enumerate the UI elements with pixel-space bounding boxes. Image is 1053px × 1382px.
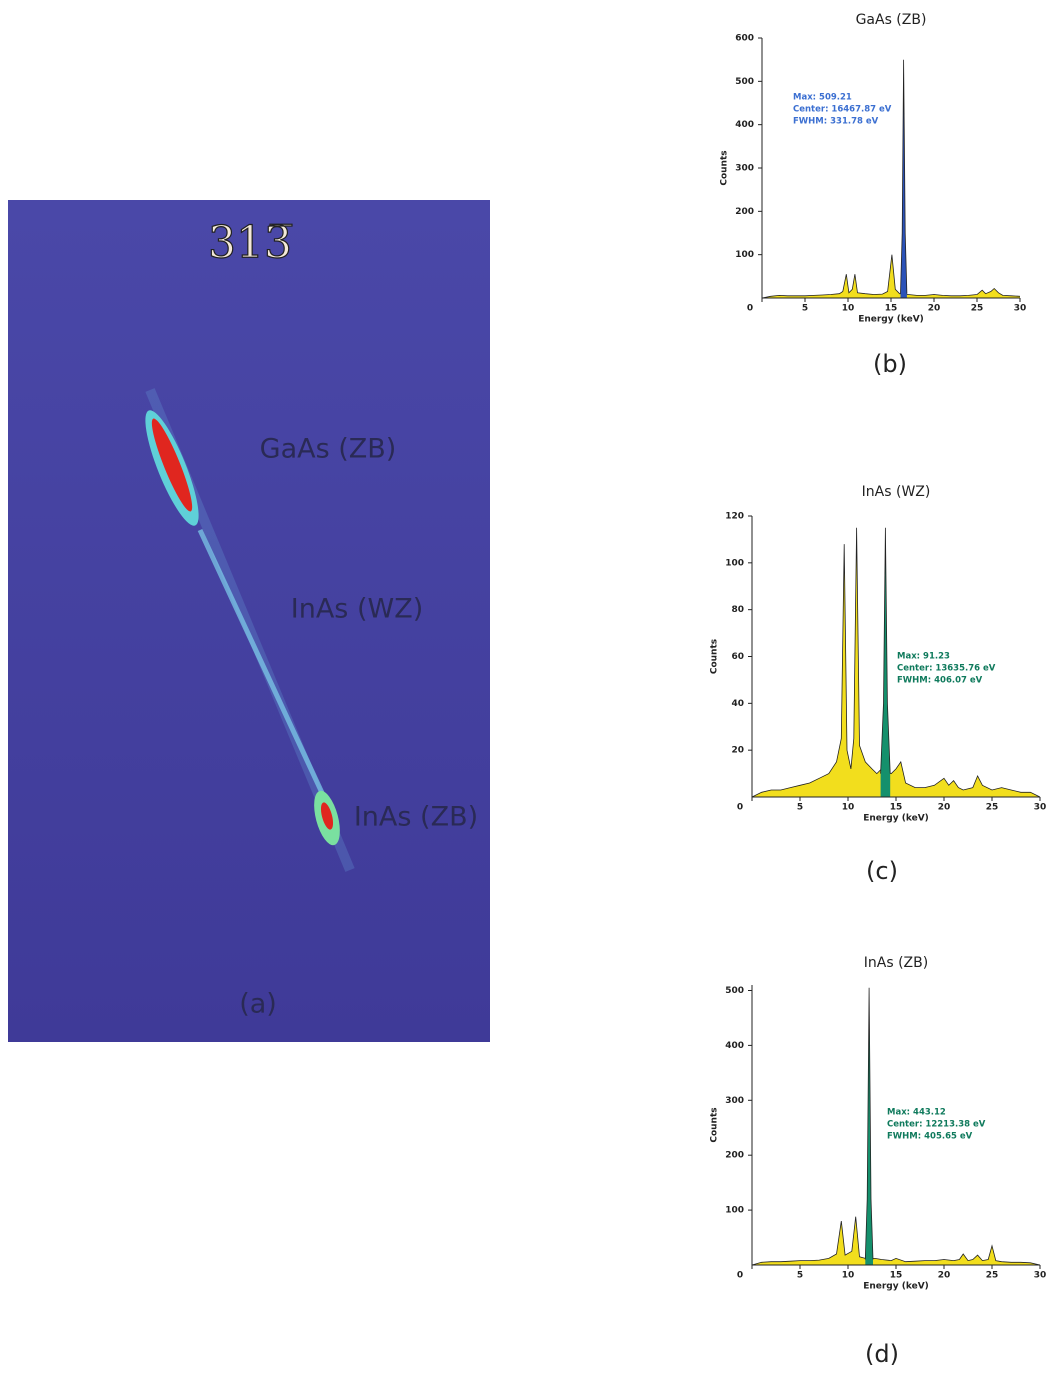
x-tick-label: 10 (842, 304, 855, 314)
y-tick-label: 40 (731, 699, 744, 709)
y-tick-label: 20 (731, 746, 744, 756)
x-tick-label: 20 (928, 304, 941, 314)
y-tick-label: 500 (735, 77, 754, 87)
image-background (8, 200, 490, 1042)
annotation: Center: 16467.87 eV (793, 105, 892, 115)
x-axis-label: Energy (keV) (863, 1282, 929, 1292)
annotation: FWHM: 405.65 eV (887, 1132, 973, 1142)
y-axis-label: Counts (720, 150, 730, 185)
chart-caption: (b) (873, 350, 907, 378)
chart-title: InAs (ZB) (864, 955, 928, 971)
x-tick-label: 15 (885, 304, 898, 314)
x-tick-label: 10 (842, 1271, 855, 1281)
y-tick-label: 600 (735, 34, 754, 44)
spectrum-line (900, 59, 908, 294)
chart-caption: (d) (865, 1340, 899, 1368)
x-tick-label: 15 (890, 1271, 903, 1281)
y-tick-label: 100 (725, 1206, 744, 1216)
x-tick-label: 0 (737, 1271, 743, 1281)
x-tick-label: 25 (986, 803, 999, 813)
y-tick-label: 100 (725, 558, 744, 568)
y-tick-label: 300 (725, 1096, 744, 1106)
y-tick-label: 400 (725, 1041, 744, 1051)
panel-caption: (a) (239, 989, 277, 1020)
phase-label: InAs (WZ) (291, 594, 423, 625)
annotation: Max: 509.21 (793, 93, 852, 103)
streak (197, 528, 333, 812)
y-tick-label: 100 (735, 250, 754, 260)
x-tick-label: 25 (986, 1271, 999, 1281)
spectrum-line (880, 527, 891, 774)
x-tick-label: 20 (938, 1271, 951, 1281)
spectrum-line (751, 1216, 1041, 1266)
x-tick-label: 30 (1034, 1271, 1047, 1281)
x-axis-label: Energy (keV) (863, 814, 929, 824)
x-tick-label: 10 (842, 803, 855, 813)
y-tick-label: 200 (725, 1151, 744, 1161)
spectrum-line (751, 527, 1041, 798)
annotation: FWHM: 331.78 eV (793, 117, 879, 127)
annotation: Max: 443.12 (887, 1108, 946, 1118)
chart-caption: (c) (866, 857, 898, 885)
y-tick-label: 60 (731, 652, 744, 662)
x-axis-label: Energy (keV) (858, 315, 924, 325)
reflection-label: 313̅ (208, 218, 292, 269)
y-axis-label: Counts (710, 639, 720, 674)
x-tick-label: 30 (1014, 304, 1027, 314)
y-axis-label: Counts (710, 1107, 720, 1142)
annotation: Center: 13635.76 eV (897, 664, 996, 674)
y-tick-label: 120 (725, 512, 744, 522)
x-tick-label: 0 (747, 304, 753, 314)
spectrum-line (761, 254, 1021, 299)
annotation: Max: 91.23 (897, 652, 950, 662)
x-tick-label: 20 (938, 803, 951, 813)
spectrum-line (864, 987, 874, 1260)
y-tick-label: 500 (725, 986, 744, 996)
x-tick-label: 30 (1034, 803, 1047, 813)
chart-title: InAs (WZ) (862, 484, 931, 500)
diffraction-image: 313̅ GaAs (ZB) InAs (WZ) InAs (ZB) (a) (8, 200, 490, 1042)
area-fill (752, 527, 1040, 797)
annotation: FWHM: 406.07 eV (897, 676, 983, 686)
x-tick-label: 15 (890, 803, 903, 813)
area-fill (762, 254, 1020, 298)
phase-label: GaAs (ZB) (260, 434, 397, 465)
phase-label: InAs (ZB) (354, 802, 478, 833)
y-tick-label: 80 (731, 605, 744, 615)
x-tick-label: 25 (971, 304, 984, 314)
x-tick-label: 5 (797, 1271, 803, 1281)
area-fill (752, 1216, 1040, 1265)
area-fill (880, 527, 891, 797)
area-fill (865, 987, 873, 1265)
x-tick-label: 5 (802, 304, 808, 314)
spot-core (151, 418, 193, 512)
annotation: Center: 12213.38 eV (887, 1120, 986, 1130)
x-tick-label: 0 (737, 803, 743, 813)
x-tick-label: 5 (797, 803, 803, 813)
chart-title: GaAs (ZB) (856, 12, 927, 28)
y-tick-label: 400 (735, 120, 754, 130)
spot-core (320, 802, 334, 830)
y-tick-label: 300 (735, 164, 754, 174)
y-tick-label: 200 (735, 207, 754, 217)
